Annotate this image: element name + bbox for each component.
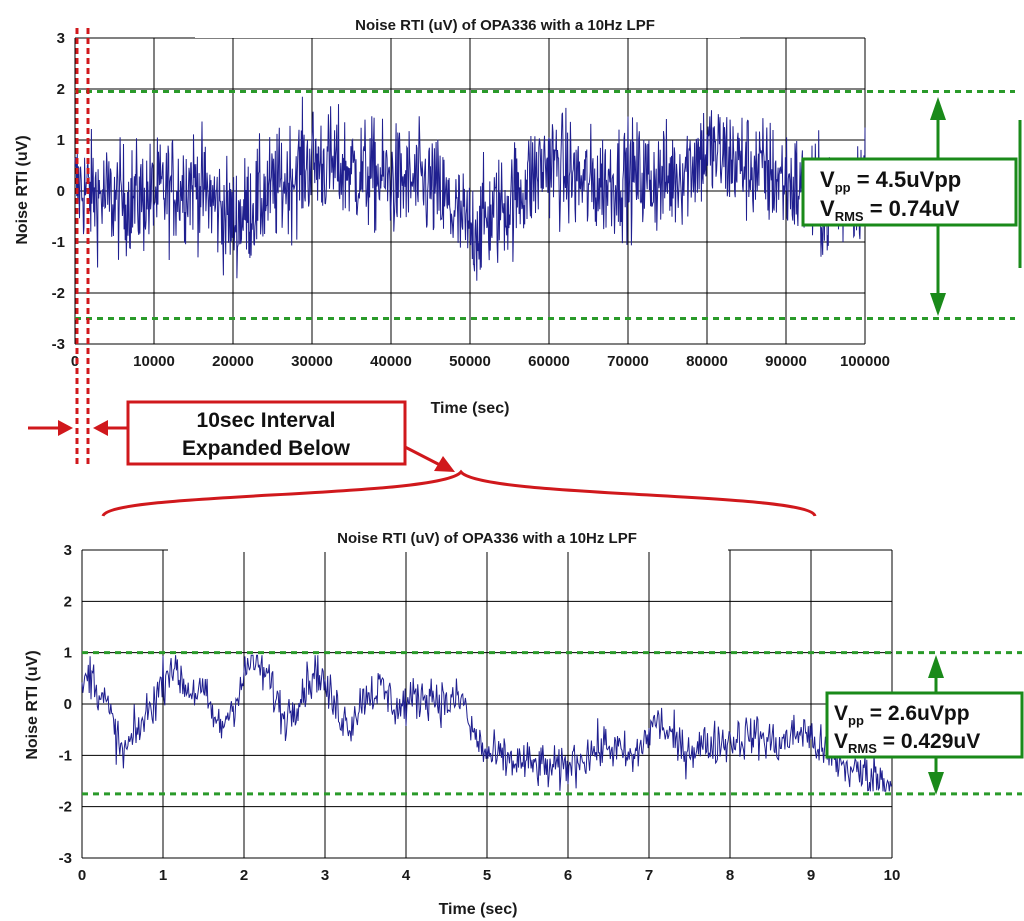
y-tick-label: -2 (59, 799, 72, 816)
bottom-vpp-text: Vpp = 2.6uVpp (834, 702, 970, 728)
y-tick-label: -1 (52, 234, 65, 251)
top-title-bg (195, 12, 740, 38)
bottom-y-ticks: 3 2 1 0 -1 -2 -3 (59, 542, 72, 867)
x-tick-label: 0 (78, 867, 86, 884)
top-chart: 0 10000 20000 30000 40000 50000 60000 70000 8000… (14, 12, 1022, 467)
top-vrms-text: VRMS = 0.74uV (820, 196, 960, 224)
interval-box-line1: 10sec Interval (197, 409, 336, 432)
interval-connector: 10sec Interval Expanded Below (28, 400, 817, 517)
y-tick-label: 2 (57, 81, 65, 98)
x-tick-label: 6 (564, 867, 572, 884)
bottom-stats-box: Vpp = 2.6uVpp VRMS = 0.429uV (825, 691, 1024, 759)
y-tick-label: 1 (64, 645, 72, 662)
bottom-x-axis-label: Time (sec) (439, 901, 518, 918)
interval-markers (75, 28, 90, 467)
x-tick-label: 60000 (528, 353, 570, 370)
x-tick-label: 50000 (449, 353, 491, 370)
interval-box-line2: Expanded Below (182, 437, 351, 460)
x-tick-label: 8 (726, 867, 734, 884)
top-x-ticks: 0 10000 20000 30000 40000 50000 60000 70000 8000… (71, 353, 890, 370)
y-tick-label: -3 (59, 850, 72, 867)
bottom-grid (81, 549, 893, 859)
bottom-x-ticks: 0 1 2 3 4 5 6 7 8 9 10 (78, 867, 901, 884)
interval-box-arrow (404, 445, 455, 472)
bottom-y-axis-label: Noise RTI (uV) (24, 650, 41, 759)
top-noise-trace (74, 96, 866, 281)
top-vpp-text: Vpp = 4.5uVpp (820, 167, 961, 195)
y-tick-label: -2 (52, 285, 65, 302)
y-tick-label: -3 (52, 336, 65, 353)
bottom-vrms-text: VRMS = 0.429uV (834, 730, 980, 756)
x-tick-label: 20000 (212, 353, 254, 370)
x-tick-label: 90000 (765, 353, 807, 370)
x-tick-label: 70000 (607, 353, 649, 370)
bottom-chart-title: Noise RTI (uV) of OPA336 with a 10Hz LPF (337, 530, 637, 547)
top-y-axis-label: Noise RTI (uV) (14, 135, 31, 244)
left-red-arrow (28, 420, 73, 436)
x-tick-label: 30000 (291, 353, 333, 370)
right-red-arrow (93, 420, 130, 436)
y-tick-label: 2 (64, 593, 72, 610)
y-tick-label: 0 (64, 696, 72, 713)
x-tick-label: 9 (807, 867, 815, 884)
x-tick-label: 0 (71, 353, 79, 370)
y-tick-label: 1 (57, 132, 65, 149)
x-tick-label: 10 (884, 867, 901, 884)
x-tick-label: 4 (402, 867, 411, 884)
bottom-noise-trace (81, 654, 893, 792)
x-tick-label: 3 (321, 867, 329, 884)
top-chart-title: Noise RTI (uV) of OPA336 with a 10Hz LPF (355, 17, 655, 34)
x-tick-label: 80000 (686, 353, 728, 370)
x-tick-label: 40000 (370, 353, 412, 370)
y-tick-label: 3 (64, 542, 72, 559)
x-tick-label: 5 (483, 867, 491, 884)
x-tick-label: 100000 (840, 353, 890, 370)
interval-box (126, 400, 407, 466)
expand-brace (101, 469, 817, 517)
x-tick-label: 7 (645, 867, 653, 884)
y-tick-label: 0 (57, 183, 65, 200)
bottom-title-bg (168, 526, 728, 552)
top-x-axis-label: Time (sec) (431, 400, 510, 417)
x-tick-label: 2 (240, 867, 248, 884)
top-y-ticks: 3 2 1 0 -1 -2 -3 (52, 30, 65, 353)
y-tick-label: -1 (59, 747, 72, 764)
x-tick-label: 1 (159, 867, 167, 884)
y-tick-label: 3 (57, 30, 65, 47)
x-tick-label: 10000 (133, 353, 175, 370)
top-stats-box: Vpp = 4.5uVpp VRMS = 0.74uV (801, 157, 1018, 227)
